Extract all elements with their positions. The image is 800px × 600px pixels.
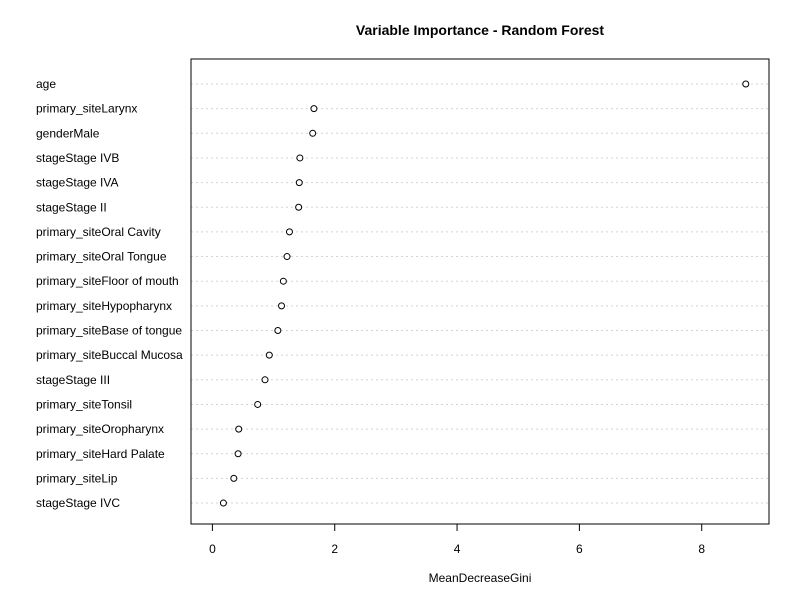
variable-label: primary_siteLarynx [36,102,137,116]
variable-label: primary_siteBase of tongue [36,324,182,338]
data-point [235,425,243,433]
variable-label: primary_siteFloor of mouth [36,274,179,288]
data-point [254,400,262,408]
data-point [261,376,269,384]
variable-label: primary_siteOral Cavity [36,225,161,239]
data-point [295,179,303,187]
data-point [283,253,291,261]
data-point [296,154,304,162]
x-tick-label: 8 [698,542,705,556]
data-point [230,474,238,482]
data-point [309,129,317,137]
data-point [219,499,227,507]
data-point [279,277,287,285]
variable-label: stageStage IVB [36,151,119,165]
chart-title: Variable Importance - Random Forest [356,22,605,38]
guide-lines [191,83,769,504]
data-point [278,302,286,310]
data-point [310,105,318,113]
x-axis-label: MeanDecreaseGini [429,571,532,585]
variable-label: primary_siteTonsil [36,397,132,411]
variable-label: stageStage II [36,200,107,214]
data-point [274,327,282,334]
x-tick-label: 2 [331,542,338,556]
data-point [295,203,303,211]
variable-label: primary_siteHypopharynx [36,299,172,313]
variable-label: age [36,77,56,91]
variable-label: genderMale [36,126,100,140]
variable-label: stageStage IVA [36,176,119,190]
variable-label: primary_siteBuccal Mucosa [36,348,183,362]
data-point [234,450,242,458]
data-point [265,351,273,359]
x-tick-label: 0 [209,542,216,556]
data-point [742,80,750,88]
data-points [219,80,750,507]
variable-label: primary_siteOropharynx [36,422,164,436]
variable-labels: age primary_siteLarynx genderMale stageStag… [36,77,183,510]
variable-label: stageStage IVC [36,496,120,510]
x-axis: 0 2 4 6 8 [209,523,705,556]
variable-label: stageStage III [36,373,110,387]
data-point [285,228,293,236]
x-tick-label: 6 [576,542,583,556]
variable-label: primary_siteHard Palate [36,447,165,461]
variable-label: primary_siteOral Tongue [36,250,167,264]
variable-label: primary_siteLip [36,471,118,485]
x-tick-label: 4 [454,542,461,556]
